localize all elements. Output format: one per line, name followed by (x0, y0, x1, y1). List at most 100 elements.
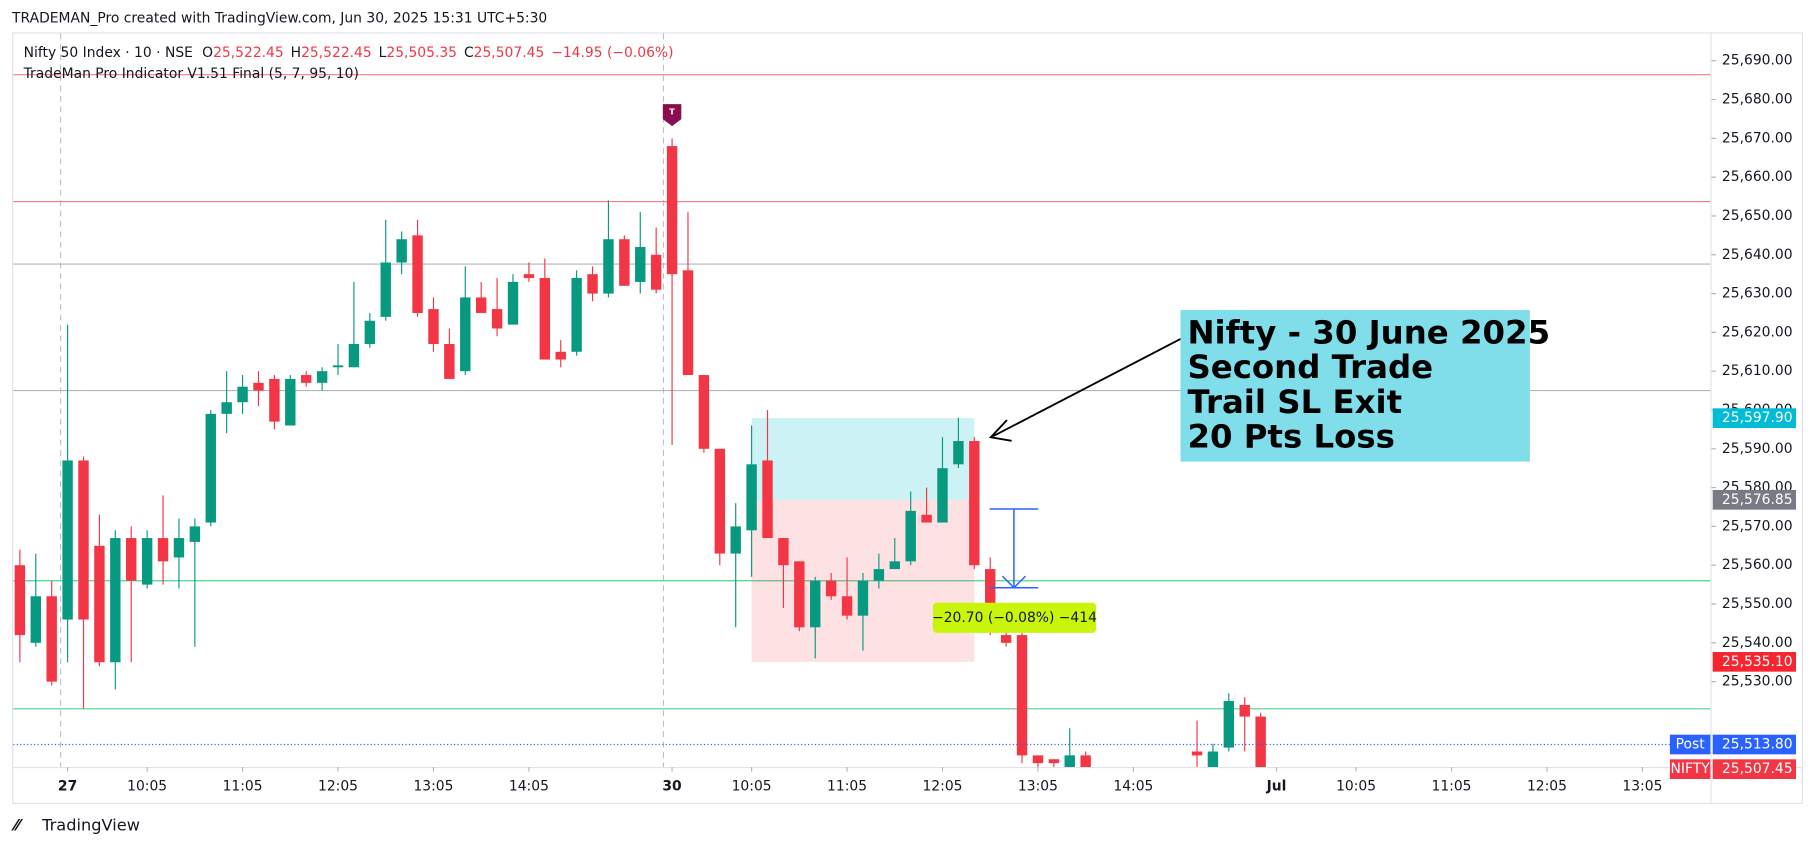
price-label-box (1712, 408, 1796, 428)
candle-body (937, 468, 948, 523)
symbol: Nifty 50 Index · 10 · NSE (24, 45, 193, 61)
indicator-name: TradeMan Pro Indicator V1.51 Final (5, 7… (23, 66, 359, 82)
candle-body (635, 246, 646, 282)
ohlc-key: H (291, 45, 301, 61)
x-tick-label: 13:05 (413, 779, 453, 795)
ohlc-value: 25,522.45 (213, 45, 284, 61)
price-tag-box (1669, 759, 1711, 779)
price-label: 25,576.85 (1722, 492, 1793, 508)
ohlc-value: 25,507.45 (474, 45, 545, 61)
candle-body (14, 565, 26, 636)
candle-body (1207, 751, 1219, 768)
candle-body (94, 545, 105, 663)
candle-body (650, 254, 662, 290)
y-tick-label: 25,530.00 (1722, 674, 1793, 690)
change: −14.95 (−0.06%) (551, 45, 673, 61)
ohlc-value: 25,522.45 (301, 45, 372, 61)
ohlc-key: C (464, 45, 474, 61)
candle-body (969, 441, 980, 566)
annotation-line: Second Trade (1187, 348, 1433, 386)
x-tick-label: 11:05 (827, 779, 867, 795)
candle-body (78, 460, 89, 620)
x-tick-label: 14:05 (1113, 779, 1153, 795)
legend-header: Nifty 50 Index · 10 · NSE O25,522.45 H25,5… (24, 45, 674, 61)
candle-body (1239, 704, 1250, 717)
ohlc-key: O (202, 45, 213, 61)
candle-body (301, 375, 312, 383)
candle-body (953, 441, 964, 465)
price-pane (13, 74, 1711, 768)
candle-body (364, 320, 376, 345)
y-tick-label: 25,560.00 (1722, 557, 1793, 573)
candle-body (873, 569, 885, 581)
candle-body (253, 382, 264, 391)
candle-body (698, 375, 710, 449)
candle-body (110, 538, 121, 663)
y-tick-label: 25,550.00 (1722, 596, 1793, 612)
candle-body (539, 278, 551, 360)
candle-body (491, 309, 503, 329)
candle-body (746, 464, 757, 531)
y-tick-label: 25,610.00 (1722, 363, 1793, 379)
x-tick-label: 10:05 (732, 779, 772, 795)
candle-body (444, 344, 455, 379)
brand-name: TradingView (41, 816, 140, 835)
price-label: 25,535.10 (1722, 654, 1793, 670)
x-tick-label: Jul (1266, 779, 1287, 795)
candle-body (1064, 755, 1075, 768)
candle-body (587, 274, 598, 294)
candle-body (237, 386, 248, 403)
y-tick-label: 25,630.00 (1722, 286, 1793, 302)
candle-body (189, 526, 201, 542)
price-tag-box (1669, 734, 1711, 755)
candle-body (571, 278, 582, 352)
frame (12, 32, 1803, 805)
x-tick-label: 13:05 (1018, 779, 1058, 795)
candle-body (810, 580, 821, 628)
candle-body (285, 378, 296, 426)
y-tick-label: 25,650.00 (1722, 208, 1793, 224)
candle-body (1255, 716, 1266, 768)
price-label-box (1712, 734, 1796, 755)
candle-body (173, 538, 185, 558)
candle-body (794, 561, 805, 628)
candle-body (221, 402, 232, 414)
x-tick-label: 11:05 (1432, 779, 1472, 795)
signal-marker (662, 104, 682, 127)
candle-body (316, 371, 328, 383)
y-tick-label: 25,690.00 (1722, 53, 1793, 69)
candle-body (714, 448, 726, 554)
candle-body (412, 235, 423, 313)
candle-body (332, 365, 344, 368)
candle-body (30, 596, 41, 643)
x-tick-label: 12:05 (1527, 779, 1567, 795)
ohlc-value: 25,505.35 (386, 45, 457, 61)
price-tag: NIFTY (1671, 761, 1711, 777)
candle-body (857, 580, 869, 616)
ohlc-key: L (379, 45, 387, 61)
x-tick-label: 11:05 (223, 779, 263, 795)
x-tick-label: 10:05 (1336, 779, 1376, 795)
x-tick-label: 27 (58, 779, 77, 795)
x-tick-label: 14:05 (509, 779, 549, 795)
price-label: 25,597.90 (1722, 410, 1793, 426)
y-tick-label: 25,620.00 (1722, 324, 1793, 340)
y-tick-label: 25,590.00 (1722, 441, 1793, 457)
candle-body (1032, 755, 1044, 764)
candle-body (555, 351, 566, 360)
candle-body (841, 596, 853, 616)
x-tick-label: 12:05 (318, 779, 358, 795)
candle-body (1048, 759, 1060, 764)
signal-marker-label: T (669, 107, 675, 117)
candle-body (730, 526, 741, 554)
candle-body (205, 413, 216, 523)
candle-body (762, 460, 773, 539)
measure-label: −20.70 (−0.08%) −414 (932, 610, 1097, 626)
candle-body (348, 344, 360, 368)
candle-body (157, 538, 169, 562)
annotation-arrowhead (988, 419, 1012, 442)
price-label: 25,513.80 (1722, 737, 1793, 753)
candle-body (905, 510, 916, 562)
overlay: −20.70 (−0.08%) −414 Nifty - 30 June 202… (932, 310, 1550, 633)
